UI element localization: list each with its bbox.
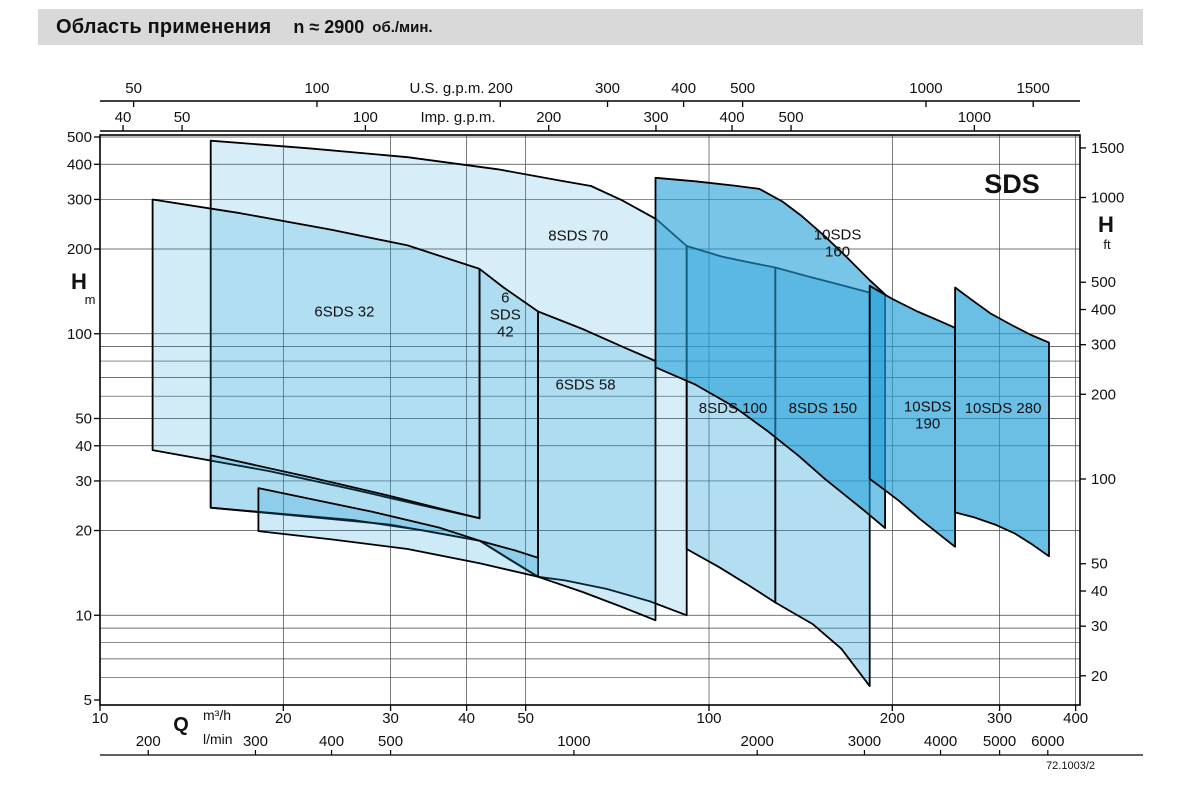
h-m-tick-label: 400	[67, 156, 92, 173]
q-lmin-tick-label: 500	[378, 733, 403, 750]
us-gpm-tick-label: 50	[125, 80, 142, 97]
h-m-axis-unit: m	[85, 292, 96, 307]
us-gpm-tick-label: 100	[304, 80, 329, 97]
h-m-tick-label: 200	[67, 241, 92, 258]
h-ft-tick-label: 30	[1091, 618, 1108, 635]
speed-label: n ≈ 2900	[293, 16, 365, 37]
region-label: 10SDS 160	[814, 227, 862, 261]
h-m-tick-label: 50	[75, 411, 92, 428]
h-ft-axis-title: H	[1098, 212, 1114, 237]
h-m-tick-label: 30	[75, 473, 92, 490]
q-lmin-tick-label: 5000	[983, 733, 1016, 750]
us-gpm-tick-label: 300	[595, 80, 620, 97]
imp-gpm-tick-label: 50	[174, 109, 191, 126]
h-ft-tick-label: 40	[1091, 583, 1108, 600]
imp-gpm-tick-label: 100	[353, 109, 378, 126]
q-lmin-tick-label: 200	[136, 733, 161, 750]
h-m-tick-label: 40	[75, 438, 92, 455]
imp-gpm-tick-label: 40	[115, 109, 132, 126]
us-gpm-tick-label: 1000	[909, 80, 942, 97]
q-m3h-tick-label: 300	[987, 710, 1012, 727]
imp-gpm-tick-label: 400	[720, 109, 745, 126]
us-gpm-axis-title: U.S. g.p.m.	[409, 80, 484, 97]
h-ft-tick-label: 100	[1091, 471, 1116, 488]
q-lmin-tick-label: 3000	[848, 733, 881, 750]
region-label: 6 SDS 42	[490, 290, 521, 341]
h-m-tick-label: 20	[75, 523, 92, 540]
imp-gpm-tick-label: 1000	[958, 109, 991, 126]
q-m3h-tick-label: 100	[696, 710, 721, 727]
us-gpm-tick-label: 400	[671, 80, 696, 97]
us-gpm-tick-label: 200	[488, 80, 513, 97]
q-lmin-tick-label: 2000	[741, 733, 774, 750]
q-lmin-tick-label: 1000	[557, 733, 590, 750]
q-lmin-tick-label: 400	[319, 733, 344, 750]
q-m3h-tick-label: 200	[880, 710, 905, 727]
header-bar: Область применения n ≈ 2900 об./мин.	[38, 9, 1143, 45]
h-ft-tick-label: 300	[1091, 337, 1116, 354]
h-ft-tick-label: 20	[1091, 668, 1108, 685]
region-label: 8SDS 100	[699, 400, 767, 417]
page-title: Область применения	[56, 15, 272, 38]
h-ft-tick-label: 1500	[1091, 140, 1124, 157]
region-10sds-280	[954, 286, 1050, 558]
speed-unit: об./мин.	[372, 18, 433, 36]
imp-gpm-tick-label: 200	[536, 109, 561, 126]
h-m-axis-title: H	[71, 269, 87, 294]
imp-gpm-axis-title: Imp. g.p.m.	[420, 109, 495, 126]
q-m3h-tick-label: 400	[1063, 710, 1088, 727]
region-label: 6SDS 32	[314, 303, 374, 320]
q-axis-unit-m3h: m³/h	[203, 707, 231, 723]
q-m3h-tick-label: 20	[275, 710, 292, 727]
region-label: 6SDS 58	[556, 377, 616, 394]
q-m3h-tick-label: 40	[458, 710, 475, 727]
h-ft-tick-label: 500	[1091, 274, 1116, 291]
q-m3h-tick-label: 50	[517, 710, 534, 727]
h-m-tick-label: 300	[67, 191, 92, 208]
h-ft-tick-label: 1000	[1091, 190, 1124, 207]
q-lmin-tick-label: 300	[243, 733, 268, 750]
region-label: 8SDS 70	[548, 228, 608, 245]
h-ft-axis-unit: ft	[1103, 237, 1111, 252]
h-m-tick-label: 5	[84, 692, 92, 709]
q-lmin-tick-label: 4000	[924, 733, 957, 750]
h-m-tick-label: 10	[75, 607, 92, 624]
h-ft-tick-label: 50	[1091, 556, 1108, 573]
plot-frame	[99, 134, 1081, 706]
q-m3h-tick-label: 10	[92, 710, 109, 727]
q-lmin-tick-label: 6000	[1031, 733, 1064, 750]
us-gpm-tick-label: 1500	[1017, 80, 1050, 97]
h-ft-tick-label: 200	[1091, 386, 1116, 403]
h-ft-tick-label: 400	[1091, 302, 1116, 319]
h-m-tick-label: 500	[67, 129, 92, 146]
us-gpm-tick-label: 500	[730, 80, 755, 97]
imp-gpm-tick-label: 300	[643, 109, 668, 126]
imp-gpm-tick-label: 500	[779, 109, 804, 126]
drawing-number: 72.1003/2	[1046, 760, 1095, 772]
region-label: 10SDS 190	[904, 398, 952, 432]
q-axis-title: Q	[173, 714, 189, 736]
h-m-tick-label: 100	[67, 326, 92, 343]
region-label: 10SDS 280	[965, 400, 1042, 417]
region-label: 8SDS 150	[789, 400, 857, 417]
q-m3h-tick-label: 30	[382, 710, 399, 727]
region-10sds-190	[868, 284, 956, 548]
series-brand-label: SDS	[984, 169, 1040, 199]
q-axis-unit-lmin: l/min	[203, 731, 233, 747]
